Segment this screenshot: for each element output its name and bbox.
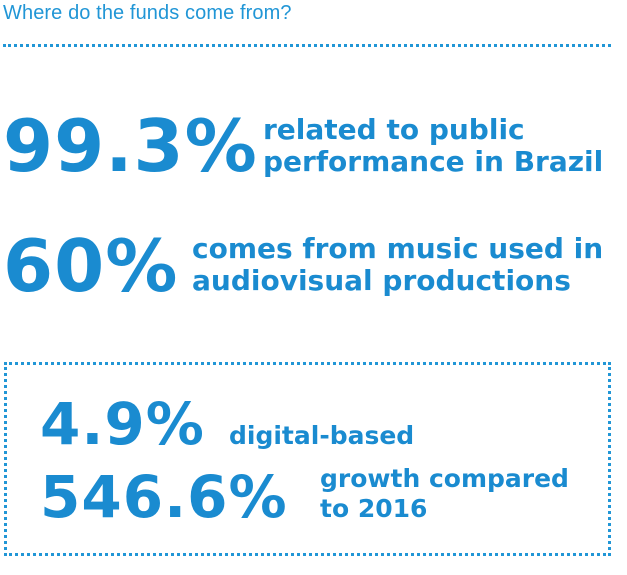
section-title: Where do the funds come from? — [3, 2, 292, 24]
digital-share-label: digital-based — [229, 421, 415, 450]
public-performance-line2: performance in Brazil — [263, 145, 604, 178]
digital-growth-value: 546.6% — [40, 463, 288, 531]
audiovisual-line2: audiovisual productions — [192, 264, 571, 297]
digital-share-value: 4.9% — [40, 390, 205, 458]
public-performance-value: 99.3% — [3, 104, 258, 188]
digital-growth-line1: growth compared — [320, 464, 569, 493]
digital-growth-line2: to 2016 — [320, 494, 428, 523]
audiovisual-line1: comes from music used in — [192, 232, 604, 265]
digital-stats-box — [4, 362, 611, 556]
audiovisual-value: 60% — [3, 224, 179, 308]
top-dotted-divider — [3, 44, 611, 47]
public-performance-line1: related to public — [263, 113, 525, 146]
